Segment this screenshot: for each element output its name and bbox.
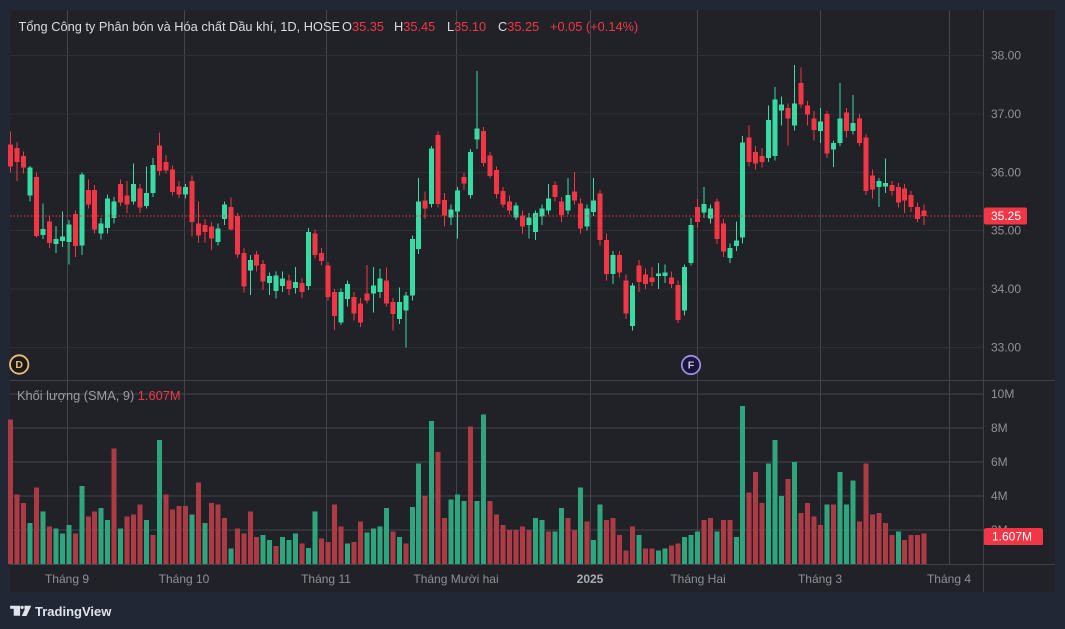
- svg-text:10M: 10M: [991, 387, 1014, 401]
- svg-text:2025: 2025: [577, 572, 604, 586]
- svg-text:Tháng 9: Tháng 9: [45, 572, 89, 586]
- svg-text:Tháng Hai: Tháng Hai: [670, 572, 725, 586]
- svg-text:34.00: 34.00: [991, 282, 1021, 296]
- svg-text:33.00: 33.00: [991, 340, 1021, 354]
- svg-text:Tháng Mười hai: Tháng Mười hai: [413, 572, 498, 586]
- svg-text:4M: 4M: [991, 489, 1008, 503]
- svg-text:35.00: 35.00: [991, 224, 1021, 238]
- svg-text:8M: 8M: [991, 421, 1008, 435]
- svg-text:D: D: [15, 359, 23, 371]
- svg-text:Tháng 3: Tháng 3: [798, 572, 842, 586]
- svg-text:37.00: 37.00: [991, 107, 1021, 121]
- svg-text:Tổng Công ty Phân bón và Hóa c: Tổng Công ty Phân bón và Hóa chất Dầu kh…: [19, 19, 341, 34]
- svg-text:TradingView: TradingView: [35, 604, 112, 619]
- svg-text:Tháng 11: Tháng 11: [301, 572, 351, 586]
- svg-text:Tháng 4: Tháng 4: [927, 572, 971, 586]
- svg-text:36.00: 36.00: [991, 165, 1021, 179]
- svg-text:F: F: [688, 360, 695, 372]
- svg-text:Tháng 10: Tháng 10: [159, 572, 210, 586]
- svg-text:Khối lượng (SMA, 9) 1.607M: Khối lượng (SMA, 9) 1.607M: [17, 388, 180, 403]
- svg-text:38.00: 38.00: [991, 49, 1021, 63]
- svg-text:35.25: 35.25: [991, 209, 1021, 223]
- svg-text:1.607M: 1.607M: [992, 530, 1032, 544]
- svg-text:6M: 6M: [991, 455, 1008, 469]
